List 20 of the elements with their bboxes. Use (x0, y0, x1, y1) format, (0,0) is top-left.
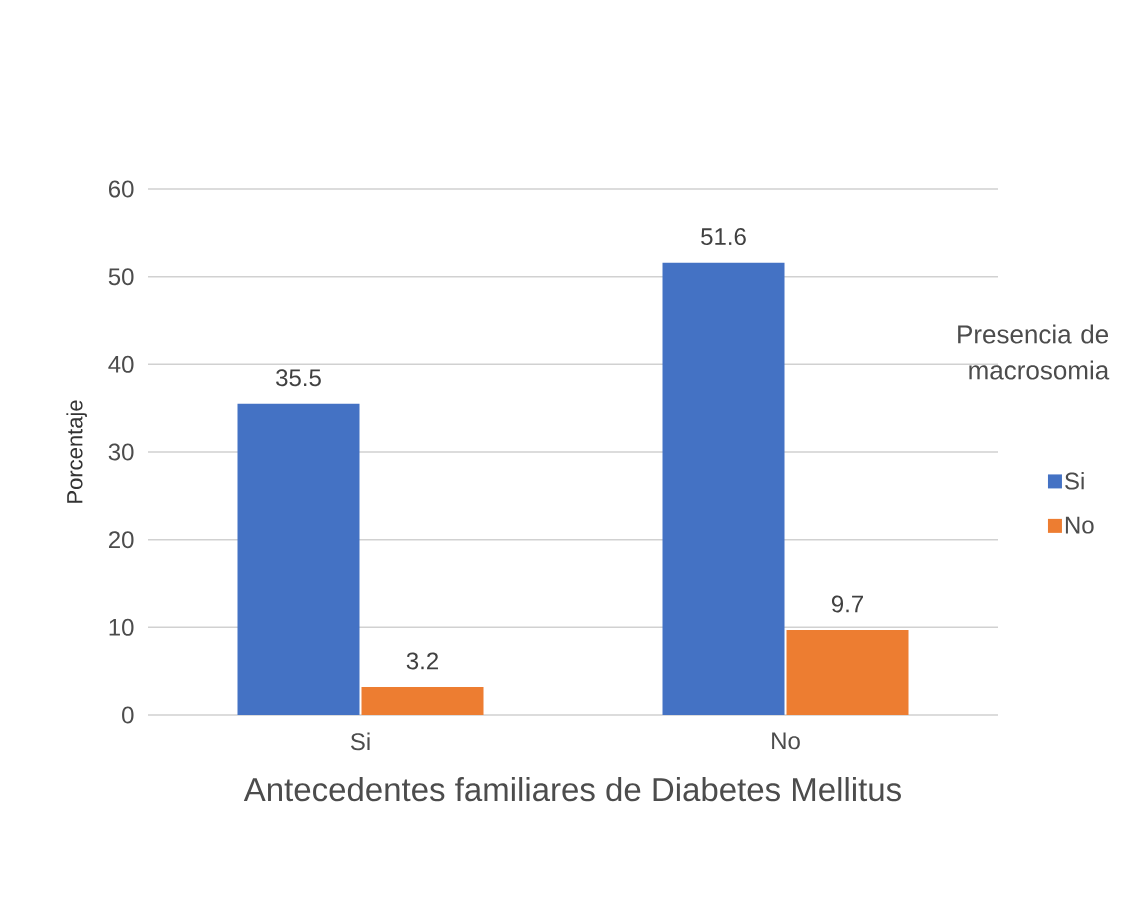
data-label: 35.5 (276, 369, 321, 387)
data-label: 3.2 (406, 652, 438, 670)
data-label: 51.6 (701, 228, 746, 246)
bar (786, 629, 909, 715)
bar (237, 403, 360, 715)
legend-title: Presencia de macrosomia (958, 324, 1110, 380)
y-tick-label: 20 (108, 531, 134, 549)
y-axis-title: Porcentaje (66, 400, 87, 503)
y-tick-label: 30 (108, 443, 134, 461)
y-tick-label: 60 (109, 180, 134, 198)
y-tick-label: 10 (109, 618, 134, 636)
y-tick-label: 0 (122, 706, 134, 724)
data-label: 9.7 (831, 595, 863, 613)
y-tick-label: 50 (108, 268, 134, 286)
x-axis-title: Antecedentes familiares de Diabetes Mellitus (243, 777, 901, 802)
bar (662, 262, 785, 715)
legend-label: Si (1065, 471, 1084, 490)
bar (361, 686, 484, 715)
legend-label: No (1065, 516, 1094, 534)
y-tick-label: 40 (108, 355, 134, 373)
